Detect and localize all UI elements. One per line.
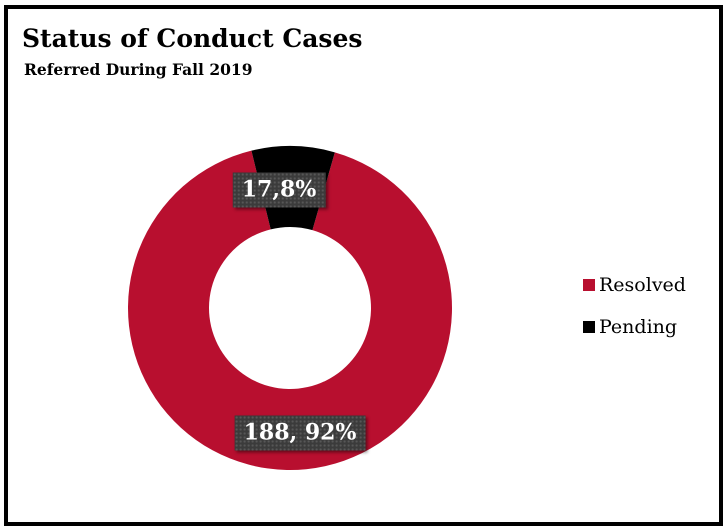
data-label-pending: 17,8% bbox=[232, 172, 326, 208]
legend: Resolved Pending bbox=[583, 272, 686, 356]
legend-swatch-pending bbox=[583, 321, 595, 333]
chart-subtitle: Referred During Fall 2019 bbox=[24, 60, 253, 79]
chart-title: Status of Conduct Cases bbox=[22, 24, 363, 53]
legend-label-resolved: Resolved bbox=[599, 274, 686, 296]
legend-label-pending: Pending bbox=[599, 316, 678, 338]
legend-item-resolved: Resolved bbox=[583, 272, 686, 298]
data-label-resolved: 188, 92% bbox=[234, 415, 366, 451]
legend-swatch-resolved bbox=[583, 279, 595, 291]
donut-slice-resolved bbox=[128, 150, 452, 470]
legend-item-pending: Pending bbox=[583, 314, 686, 340]
